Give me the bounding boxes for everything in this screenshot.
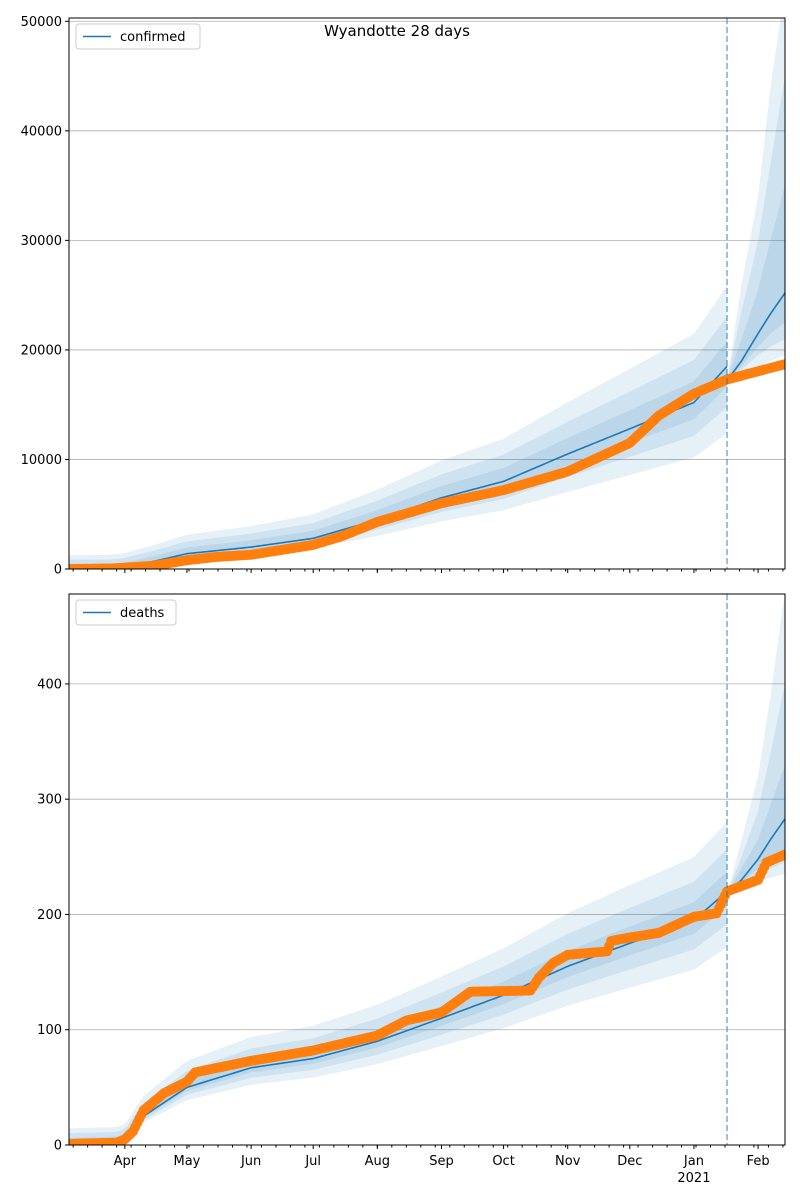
panel-confirmed: 0 10000 20000 30000 40000 50000 confirmed bbox=[21, 15, 786, 578]
observed-point bbox=[780, 849, 785, 860]
forecast-band bbox=[727, 764, 785, 894]
x-tick-label: Aug bbox=[365, 1154, 390, 1169]
y-tick-label: 30000 bbox=[21, 234, 62, 249]
x-tick-label: Jan bbox=[683, 1154, 704, 1169]
model-forecast-line bbox=[726, 292, 785, 382]
legend-box bbox=[75, 599, 177, 626]
y-tick-label: 20000 bbox=[21, 343, 62, 358]
x-tick-label: Oct bbox=[492, 1154, 514, 1169]
legend-label: deaths bbox=[120, 606, 165, 621]
x-tick-label: Feb bbox=[747, 1154, 770, 1169]
x-tick-label: Jun bbox=[240, 1154, 261, 1169]
axes-frame bbox=[68, 17, 786, 570]
y-tick-label: 40000 bbox=[21, 124, 62, 139]
y-tick-label: 100 bbox=[37, 1023, 62, 1038]
legend: deaths bbox=[75, 599, 177, 626]
plot-area bbox=[69, 594, 785, 1145]
model-fit-line bbox=[69, 890, 728, 1144]
forecast-band bbox=[727, 683, 785, 894]
observed-point bbox=[780, 359, 785, 370]
y-tick-label: 300 bbox=[37, 793, 62, 808]
y-tick-label: 0 bbox=[54, 563, 62, 578]
y-tick-label: 200 bbox=[37, 908, 62, 923]
plot-area bbox=[69, 18, 785, 569]
x-year-label: 2021 bbox=[677, 1171, 710, 1186]
panel-deaths: 0 100 200 300 400 Apr May Jun Jul Aug Sep Oct Nov Dec… bbox=[37, 593, 786, 1186]
forecast-band bbox=[727, 594, 785, 894]
fit-band bbox=[69, 871, 728, 1143]
y-tick-label: 50000 bbox=[21, 15, 62, 30]
forecast-band bbox=[727, 185, 785, 381]
legend: confirmed bbox=[75, 23, 201, 50]
axes-frame bbox=[68, 593, 786, 1146]
x-tick-label: May bbox=[174, 1154, 201, 1169]
y-tick-label: 400 bbox=[37, 677, 62, 692]
x-tick-label: Sep bbox=[429, 1154, 454, 1169]
x-tick-label: Dec bbox=[617, 1154, 642, 1169]
x-tick-label: Nov bbox=[555, 1154, 581, 1169]
forecast-band bbox=[727, 76, 785, 381]
legend-label: confirmed bbox=[120, 30, 186, 45]
y-tick-label: 0 bbox=[54, 1139, 62, 1154]
x-tick-label: Apr bbox=[114, 1154, 137, 1169]
y-tick-label: 10000 bbox=[21, 453, 62, 468]
forecast-band bbox=[727, 18, 785, 381]
legend-box bbox=[75, 23, 201, 50]
chart-title: Wyandotte 28 days bbox=[324, 22, 470, 40]
x-tick-label: Jul bbox=[304, 1154, 321, 1169]
